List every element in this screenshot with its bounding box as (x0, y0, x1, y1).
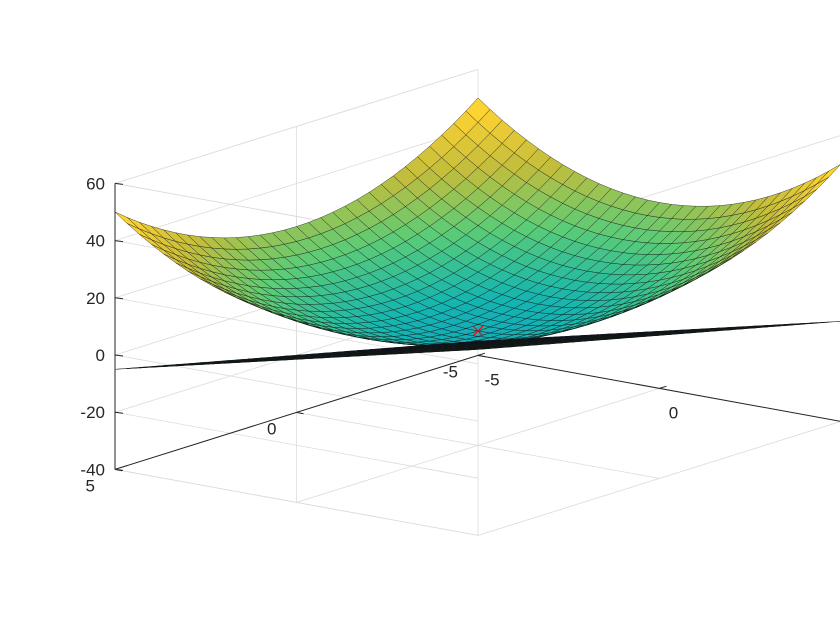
x-tick-label: -5 (484, 370, 499, 389)
bowl-surface-face (114, 211, 140, 230)
x-tick-label: 0 (669, 403, 678, 422)
surfaces (114, 97, 840, 370)
z-tick-label: -20 (80, 403, 105, 422)
x-tick (659, 385, 667, 389)
top-edge (114, 69, 840, 250)
z-tick (114, 354, 124, 357)
y-tick (296, 411, 304, 415)
z-tick-label: 40 (86, 232, 105, 251)
y-tick-label: 5 (86, 476, 95, 495)
z-tick (114, 182, 124, 185)
z-tick-label: 0 (96, 346, 105, 365)
z-tick-label: 60 (86, 174, 105, 193)
z-tick (114, 411, 124, 414)
z-tick (114, 297, 124, 300)
z-tick-label: 20 (86, 289, 105, 308)
y-tick (114, 468, 123, 472)
bowl-surface-face (465, 97, 491, 123)
x-tick (477, 352, 486, 356)
bowl-surface-face (816, 164, 840, 185)
plane-surface-face (465, 340, 491, 343)
axes-box (114, 182, 840, 472)
y-tick-label: 0 (267, 419, 276, 438)
z-tick-label: -40 (80, 460, 105, 479)
marker-layer (472, 325, 484, 337)
x-axis-line (477, 354, 840, 422)
y-tick-label: -5 (443, 362, 458, 381)
z-tick (114, 240, 124, 243)
y-tick (477, 354, 486, 358)
marker-x (472, 325, 484, 337)
